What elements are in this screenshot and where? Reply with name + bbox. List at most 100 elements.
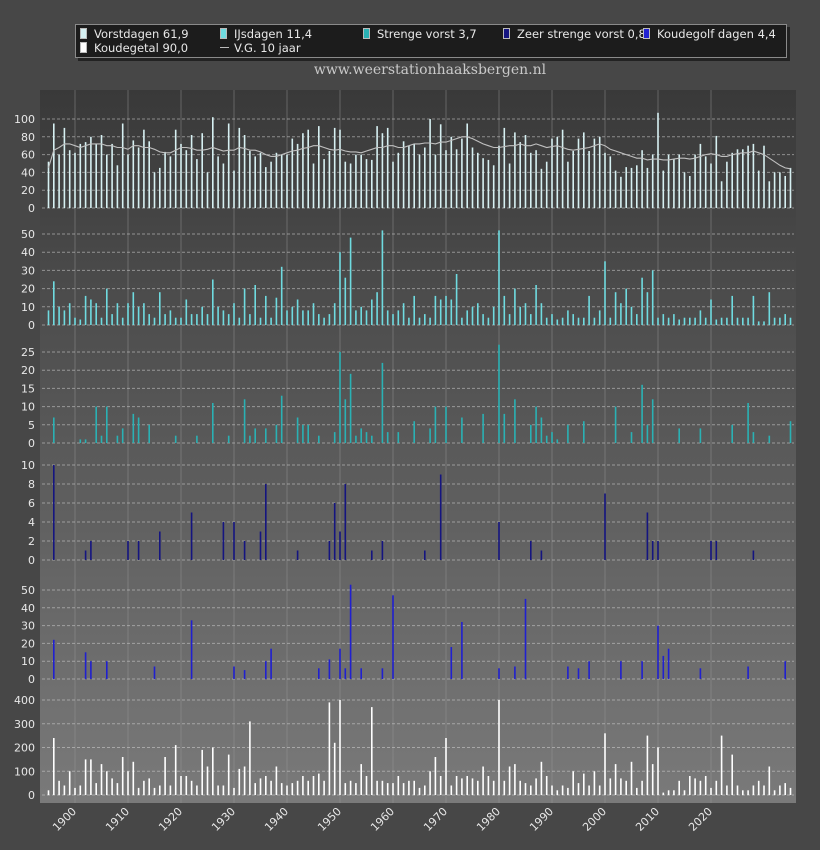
bar: [604, 493, 606, 560]
bar: [503, 413, 506, 443]
bar: [439, 299, 442, 325]
y-tick-label: 80: [21, 131, 35, 144]
y-tick-label: 0: [28, 673, 35, 686]
bar: [132, 413, 135, 443]
bar: [212, 117, 214, 208]
bar: [445, 150, 447, 209]
bar: [535, 150, 537, 209]
bar: [265, 428, 267, 443]
bar: [74, 317, 76, 325]
site-url: www.weerstationhaaksbergen.nl: [313, 62, 547, 78]
bar: [567, 424, 569, 443]
bar: [519, 306, 521, 325]
bar: [768, 766, 771, 795]
bar: [625, 288, 627, 325]
bar: [492, 780, 495, 796]
bar: [413, 780, 415, 796]
bar: [222, 163, 225, 208]
bar: [286, 785, 288, 795]
bar: [371, 707, 373, 795]
bar: [296, 550, 299, 560]
bar: [789, 317, 792, 325]
bar: [678, 780, 680, 796]
bar: [84, 439, 87, 443]
bar: [657, 112, 659, 208]
bar: [312, 776, 315, 795]
bar: [439, 474, 442, 560]
bar: [498, 522, 500, 560]
y-tick-label: 50: [21, 228, 35, 241]
bar: [180, 317, 182, 325]
bar: [514, 132, 516, 208]
bar: [106, 661, 108, 679]
bar: [212, 747, 214, 795]
bar: [598, 310, 601, 325]
bar: [153, 172, 156, 208]
bar: [742, 317, 744, 325]
bar: [169, 785, 172, 795]
x-tick-label: 1990: [527, 805, 556, 834]
bar: [408, 145, 410, 208]
bar: [641, 780, 643, 796]
bar: [100, 317, 103, 325]
bar: [598, 785, 601, 795]
bar: [328, 659, 331, 679]
bar: [280, 266, 283, 325]
bar: [233, 303, 235, 325]
bar: [243, 670, 246, 679]
bar: [296, 417, 299, 443]
bar: [747, 317, 749, 325]
bar: [84, 142, 87, 208]
bar: [519, 780, 521, 796]
y-tick-label: 40: [21, 166, 35, 179]
bar: [68, 303, 71, 325]
legend-label-vg-10-jaar: V.G. 10 jaar: [234, 40, 301, 55]
bar: [381, 362, 384, 443]
y-tick-label: 50: [21, 584, 35, 597]
bar: [588, 151, 590, 208]
bar: [540, 303, 543, 325]
bar: [63, 785, 66, 795]
bar: [355, 435, 357, 443]
bar: [710, 787, 712, 795]
bar: [545, 161, 548, 208]
bar: [259, 152, 262, 208]
bar: [185, 776, 188, 795]
y-tick-label: 4: [28, 516, 35, 529]
bar: [201, 749, 203, 795]
bar: [53, 738, 55, 795]
bar: [355, 154, 357, 208]
bar: [63, 127, 66, 208]
bar: [127, 771, 129, 796]
bar: [662, 314, 665, 325]
bar: [752, 432, 755, 443]
bar: [471, 147, 474, 208]
bar: [651, 154, 654, 208]
bar: [302, 776, 304, 795]
bar: [307, 424, 309, 443]
bar: [386, 783, 389, 795]
bar: [561, 129, 564, 208]
bar: [254, 783, 256, 795]
bar: [53, 465, 55, 560]
bar: [662, 792, 665, 795]
bar: [53, 281, 55, 325]
bar: [583, 132, 585, 208]
bar: [620, 176, 622, 208]
bar: [588, 295, 590, 325]
bar: [556, 790, 559, 796]
bar: [540, 417, 543, 443]
x-tick-label: 2020: [686, 805, 715, 834]
bar: [371, 550, 373, 560]
bar: [206, 172, 209, 208]
bar: [614, 292, 617, 325]
bar: [344, 783, 347, 795]
bar: [524, 135, 527, 208]
bar: [720, 317, 723, 325]
y-tick-label: 20: [21, 364, 35, 377]
bar: [185, 150, 188, 209]
bar: [344, 399, 347, 443]
bar: [90, 541, 92, 560]
bar: [667, 648, 670, 679]
bar: [116, 783, 119, 795]
